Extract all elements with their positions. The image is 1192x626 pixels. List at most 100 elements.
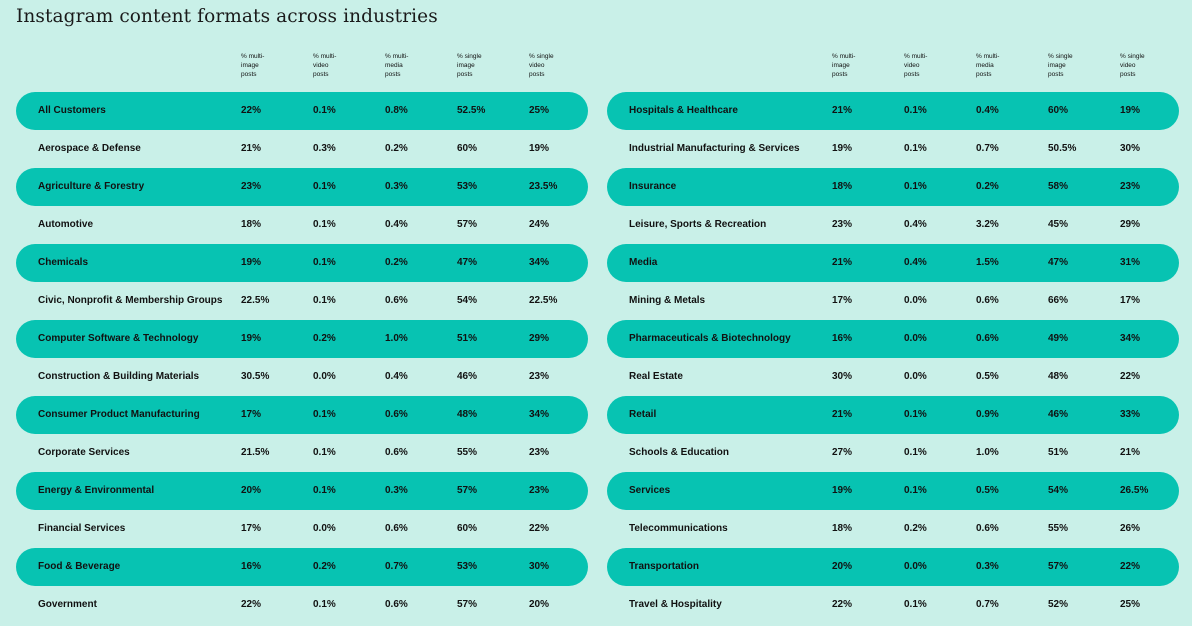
table-cell: 34% xyxy=(1120,333,1141,344)
table-cell: 54% xyxy=(457,295,478,306)
table-row: Corporate Services 21.5% 0.1% 0.6% 55% 23% xyxy=(16,434,588,472)
table-row: Real Estate 30% 0.0% 0.5% 48% 22% xyxy=(607,358,1179,396)
table-cell: 19% xyxy=(241,333,262,344)
table-cell: 0.0% xyxy=(904,295,927,306)
table-cell: 0.0% xyxy=(313,523,336,534)
table-cell: 30% xyxy=(832,371,853,382)
table-cell: 33% xyxy=(1120,409,1141,420)
table-cell: 66% xyxy=(1048,295,1069,306)
table-row: Insurance 18% 0.1% 0.2% 58% 23% xyxy=(607,168,1179,206)
table-cell: 0.4% xyxy=(976,105,999,116)
left-table: % multi-image posts % multi-video posts % mu… xyxy=(16,0,588,626)
table-row: Construction & Building Materials 30.5% 0.… xyxy=(16,358,588,396)
table-cell: 45% xyxy=(1048,219,1069,230)
table-cell: 18% xyxy=(832,181,853,192)
industry-label: Insurance xyxy=(629,181,677,192)
table-cell: 54% xyxy=(1048,485,1069,496)
industry-label: Travel & Hospitality xyxy=(629,599,722,610)
table-row: Travel & Hospitality 22% 0.1% 0.7% 52% 25% xyxy=(607,586,1179,624)
table-cell: 29% xyxy=(1120,219,1141,230)
table-cell: 0.9% xyxy=(976,409,999,420)
table-cell: 18% xyxy=(241,219,262,230)
industry-label: Chemicals xyxy=(38,257,89,268)
table-row: Mining & Metals 17% 0.0% 0.6% 66% 17% xyxy=(607,282,1179,320)
table-row: Government 22% 0.1% 0.6% 57% 20% xyxy=(16,586,588,624)
table-cell: 1.0% xyxy=(976,447,999,458)
column-header: % single video posts xyxy=(1120,53,1145,78)
table-cell: 0.1% xyxy=(313,485,336,496)
table-cell: 30.5% xyxy=(241,371,270,382)
table-cell: 22% xyxy=(241,105,262,116)
table-cell: 48% xyxy=(457,409,478,420)
column-header: % multi-image posts xyxy=(241,53,265,78)
table-cell: 22.5% xyxy=(241,295,270,306)
table-row: Consumer Product Manufacturing 17% 0.1% 0.6… xyxy=(16,396,588,434)
table-cell: 0.2% xyxy=(385,143,408,154)
column-header: % multi-image posts xyxy=(832,53,856,78)
table-cell: 34% xyxy=(529,257,550,268)
table-cell: 0.1% xyxy=(313,181,336,192)
table-cell: 0.1% xyxy=(904,447,927,458)
table-cell: 21.5% xyxy=(241,447,270,458)
industry-label: Transportation xyxy=(629,561,700,572)
table-cell: 25% xyxy=(529,105,550,116)
table-cell: 23% xyxy=(832,219,853,230)
industry-label: Agriculture & Forestry xyxy=(38,181,145,192)
industry-label: Retail xyxy=(629,409,657,420)
column-header: % multi-media posts xyxy=(976,53,1000,78)
column-header: % multi-video posts xyxy=(313,53,337,78)
table-cell: 21% xyxy=(832,105,853,116)
table-cell: 0.1% xyxy=(904,485,927,496)
table-cell: 50.5% xyxy=(1048,143,1077,154)
table-cell: 34% xyxy=(529,409,550,420)
table-cell: 24% xyxy=(529,219,550,230)
table-row: Retail 21% 0.1% 0.9% 46% 33% xyxy=(607,396,1179,434)
table-cell: 0.3% xyxy=(313,143,336,154)
industry-label: Corporate Services xyxy=(38,447,130,458)
table-cell: 49% xyxy=(1048,333,1069,344)
column-header: % multi-media posts xyxy=(385,53,409,78)
table-cell: 0.4% xyxy=(904,219,927,230)
table-row: Services 19% 0.1% 0.5% 54% 26.5% xyxy=(607,472,1179,510)
table-cell: 0.1% xyxy=(904,181,927,192)
table-cell: 31% xyxy=(1120,257,1141,268)
industry-label: Media xyxy=(629,257,658,268)
industry-label: Hospitals & Healthcare xyxy=(629,105,738,116)
table-cell: 21% xyxy=(832,257,853,268)
table-cell: 0.4% xyxy=(904,257,927,268)
table-cell: 57% xyxy=(1048,561,1069,572)
industry-label: Consumer Product Manufacturing xyxy=(38,409,200,420)
industry-label: Computer Software & Technology xyxy=(38,333,199,344)
table-row: Industrial Manufacturing & Services 19% 0.… xyxy=(607,130,1179,168)
table-row: Financial Services 17% 0.0% 0.6% 60% 22% xyxy=(16,510,588,548)
table-cell: 0.1% xyxy=(313,295,336,306)
table-cell: 46% xyxy=(1048,409,1069,420)
table-cell: 52.5% xyxy=(457,105,486,116)
table-cell: 0.7% xyxy=(976,599,999,610)
table-cell: 26.5% xyxy=(1120,485,1149,496)
table-cell: 0.0% xyxy=(313,371,336,382)
table-cell: 0.2% xyxy=(904,523,927,534)
table-cell: 18% xyxy=(832,523,853,534)
industry-label: Real Estate xyxy=(629,371,683,382)
table-cell: 0.6% xyxy=(385,447,408,458)
table-cell: 21% xyxy=(832,409,853,420)
table-cell: 0.6% xyxy=(385,295,408,306)
table-cell: 0.3% xyxy=(385,485,408,496)
table-row: Hospitals & Healthcare 21% 0.1% 0.4% 60% 19% xyxy=(607,92,1179,130)
table-cell: 57% xyxy=(457,599,478,610)
table-cell: 55% xyxy=(457,447,478,458)
table-cell: 23% xyxy=(241,181,262,192)
industry-label: Leisure, Sports & Recreation xyxy=(629,219,767,230)
industry-label: Schools & Education xyxy=(629,447,730,458)
column-header: % single image posts xyxy=(1048,53,1073,78)
table-cell: 0.1% xyxy=(313,257,336,268)
column-header: % multi-video posts xyxy=(904,53,928,78)
table-cell: 23% xyxy=(529,485,550,496)
table-cell: 0.4% xyxy=(385,371,408,382)
table-cell: 53% xyxy=(457,561,478,572)
industry-label: Food & Beverage xyxy=(38,561,121,572)
table-cell: 29% xyxy=(529,333,550,344)
table-cell: 0.1% xyxy=(313,599,336,610)
table-cell: 21% xyxy=(241,143,262,154)
